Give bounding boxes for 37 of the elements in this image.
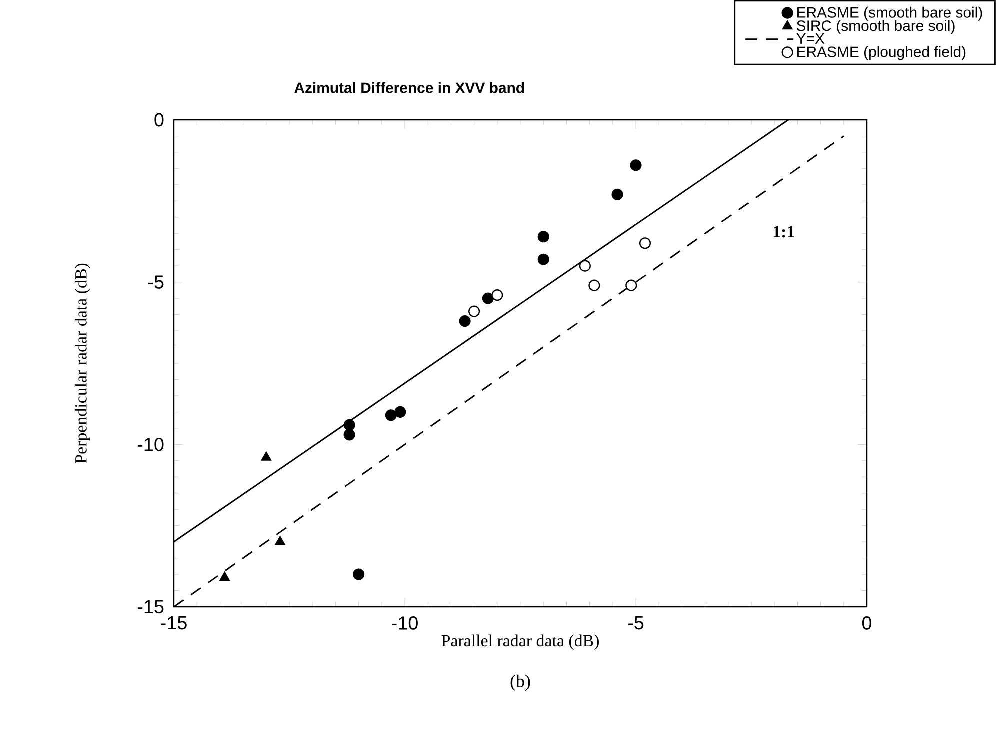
y-axis-title: Perpendicular radar data (dB) [74, 264, 90, 464]
x-axis-title: Parallel radar data (dB) [442, 634, 599, 650]
point [639, 238, 652, 250]
point [220, 572, 230, 581]
y-tick-label: 0 [154, 113, 164, 127]
legend-label: ERASME (smooth bare soil) [798, 6, 982, 21]
point [538, 231, 550, 243]
y-tick-label: -10 [138, 438, 164, 452]
point [630, 160, 642, 172]
text: (b) [510, 674, 530, 692]
point [459, 315, 471, 328]
point [482, 292, 494, 304]
x-tick-label: -10 [392, 616, 418, 630]
x-tick-label: -15 [161, 616, 187, 630]
legend-label: SIRC (smooth bare soil) [796, 20, 955, 34]
point [626, 280, 638, 292]
point [344, 429, 356, 441]
x-tick-label: 0 [862, 616, 872, 630]
point [385, 410, 397, 422]
point [353, 568, 365, 580]
point [468, 306, 480, 318]
x-tick-label: -5 [628, 616, 644, 630]
chart-title: Azimutal Difference in XVV band [294, 82, 524, 94]
annotation: 1:1 [774, 226, 794, 238]
point [538, 254, 550, 266]
legend-label: ERASME (ploughed field) [798, 46, 966, 60]
point [394, 406, 406, 418]
point [612, 188, 624, 200]
point [344, 419, 356, 431]
point [275, 536, 286, 546]
y-tick-label: -5 [148, 276, 164, 289]
y-tick-label: -15 [138, 600, 164, 614]
legend-label: Y=X [796, 34, 825, 44]
point [588, 280, 600, 292]
point [492, 290, 504, 302]
point [261, 452, 272, 461]
point [579, 260, 591, 272]
